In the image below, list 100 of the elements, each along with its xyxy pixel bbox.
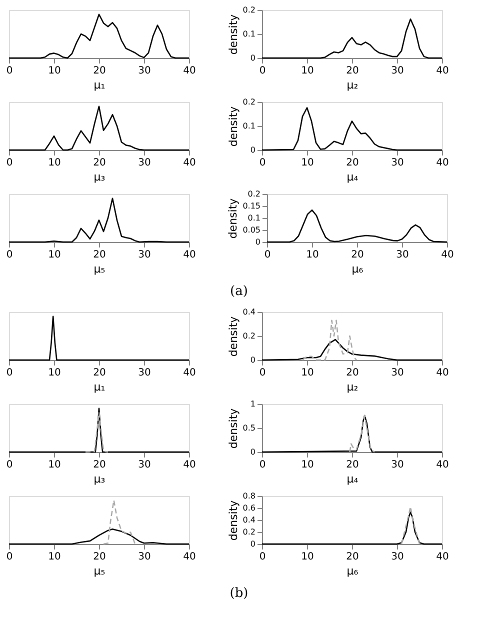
y-tick-label: 0.2 bbox=[248, 190, 260, 198]
x-tick-label: 40 bbox=[183, 158, 196, 168]
x-tick-label: 30 bbox=[391, 460, 404, 470]
y-tick-label: 0.2 bbox=[242, 332, 256, 340]
x-tick-label: 0 bbox=[6, 460, 13, 470]
x-tick-label: 40 bbox=[436, 158, 449, 168]
x-axis-title: μ₁ bbox=[94, 78, 106, 92]
x-tick-label: 30 bbox=[391, 158, 404, 168]
x-tick-label: 10 bbox=[48, 552, 61, 562]
x-tick-label: 40 bbox=[183, 460, 196, 470]
x-axis-title: μ₂ bbox=[346, 78, 358, 92]
x-tick-label: 30 bbox=[138, 368, 151, 378]
y-tick-label: 0.4 bbox=[242, 516, 256, 524]
y-tick-label: 0.2 bbox=[242, 528, 256, 536]
y-tick-label: 0.1 bbox=[242, 122, 256, 130]
x-tick-label: 40 bbox=[436, 66, 449, 76]
x-tick-label: 40 bbox=[183, 250, 196, 260]
y-tick-label: 0.1 bbox=[242, 30, 256, 38]
x-axis-title: μ₆ bbox=[352, 262, 364, 276]
y-tick-label: 0.05 bbox=[242, 226, 260, 234]
x-tick-label: 20 bbox=[351, 250, 364, 260]
x-axis-title: μ₅ bbox=[94, 564, 106, 578]
x-tick-label: 10 bbox=[301, 552, 314, 562]
x-tick-label: 40 bbox=[436, 368, 449, 378]
x-tick-label: 30 bbox=[138, 552, 151, 562]
x-tick-label: 30 bbox=[391, 66, 404, 76]
x-tick-label: 30 bbox=[138, 460, 151, 470]
y-tick-label: 0 bbox=[255, 238, 260, 246]
y-axis-title: density bbox=[226, 14, 240, 55]
x-tick-label: 30 bbox=[396, 250, 409, 260]
x-axis-title: μ₁ bbox=[94, 380, 106, 394]
y-tick-label: 0.4 bbox=[242, 308, 256, 316]
x-tick-label: 0 bbox=[6, 66, 13, 76]
x-tick-label: 10 bbox=[48, 250, 61, 260]
x-tick-label: 20 bbox=[93, 552, 106, 562]
y-tick-label: 0 bbox=[250, 54, 256, 62]
x-tick-label: 10 bbox=[48, 368, 61, 378]
y-axis-title: density bbox=[226, 316, 240, 357]
x-tick-label: 20 bbox=[346, 158, 359, 168]
x-axis-title: μ₅ bbox=[94, 262, 106, 276]
x-tick-label: 40 bbox=[183, 368, 196, 378]
x-axis-title: μ₄ bbox=[346, 472, 359, 486]
x-tick-label: 0 bbox=[6, 158, 13, 168]
x-tick-label: 10 bbox=[48, 66, 61, 76]
y-axis-title: density bbox=[226, 408, 240, 449]
y-tick-label: 0 bbox=[250, 356, 256, 364]
x-tick-label: 10 bbox=[48, 460, 61, 470]
x-tick-label: 20 bbox=[93, 158, 106, 168]
text: (b) bbox=[230, 586, 248, 601]
y-tick-label: 0.5 bbox=[242, 424, 256, 432]
line-series bbox=[302, 320, 358, 361]
text: (a) bbox=[230, 284, 248, 299]
y-tick-label: 0.8 bbox=[242, 492, 256, 500]
y-tick-label: 0.6 bbox=[242, 504, 256, 512]
x-tick-label: 40 bbox=[436, 552, 449, 562]
x-tick-label: 0 bbox=[6, 368, 13, 378]
x-axis-title: μ₆ bbox=[346, 564, 359, 578]
y-tick-label: 0.1 bbox=[248, 214, 260, 222]
x-tick-label: 20 bbox=[93, 460, 106, 470]
x-axis-title: μ₃ bbox=[94, 170, 106, 184]
x-tick-label: 40 bbox=[183, 552, 196, 562]
x-axis-title: μ₂ bbox=[346, 380, 358, 394]
x-tick-label: 0 bbox=[6, 552, 13, 562]
x-tick-label: 0 bbox=[264, 250, 271, 260]
x-tick-label: 20 bbox=[93, 66, 106, 76]
y-tick-label: 1 bbox=[250, 400, 256, 408]
line-series bbox=[349, 414, 376, 453]
y-tick-label: 0 bbox=[250, 540, 256, 548]
x-tick-label: 20 bbox=[93, 250, 106, 260]
x-tick-label: 40 bbox=[183, 66, 196, 76]
x-tick-label: 10 bbox=[301, 368, 314, 378]
x-tick-label: 20 bbox=[346, 368, 359, 378]
x-tick-label: 10 bbox=[301, 66, 314, 76]
y-tick-label: 0 bbox=[250, 146, 256, 154]
y-axis-title: density bbox=[226, 106, 240, 147]
x-axis-title: μ₃ bbox=[94, 472, 106, 486]
x-tick-label: 10 bbox=[48, 158, 61, 168]
x-tick-label: 30 bbox=[138, 158, 151, 168]
x-tick-label: 20 bbox=[346, 552, 359, 562]
x-tick-label: 40 bbox=[436, 460, 449, 470]
y-tick-label: 0.15 bbox=[242, 202, 260, 210]
x-tick-label: 20 bbox=[346, 66, 359, 76]
x-tick-label: 0 bbox=[6, 250, 13, 260]
y-tick-label: 0.2 bbox=[242, 6, 256, 14]
x-tick-label: 10 bbox=[301, 460, 314, 470]
x-axis-title: μ₄ bbox=[346, 170, 359, 184]
x-tick-label: 30 bbox=[138, 250, 151, 260]
x-tick-label: 30 bbox=[138, 66, 151, 76]
y-axis-title: density bbox=[226, 500, 240, 541]
x-tick-label: 30 bbox=[391, 368, 404, 378]
y-tick-label: 0 bbox=[250, 448, 256, 456]
x-tick-label: 20 bbox=[93, 368, 106, 378]
x-tick-label: 30 bbox=[391, 552, 404, 562]
x-tick-label: 40 bbox=[441, 250, 454, 260]
line-series bbox=[400, 506, 420, 545]
y-tick-label: 0.2 bbox=[242, 98, 256, 106]
y-axis-title: density bbox=[226, 198, 240, 239]
x-tick-label: 20 bbox=[346, 460, 359, 470]
x-tick-label: 10 bbox=[306, 250, 319, 260]
x-tick-label: 10 bbox=[301, 158, 314, 168]
